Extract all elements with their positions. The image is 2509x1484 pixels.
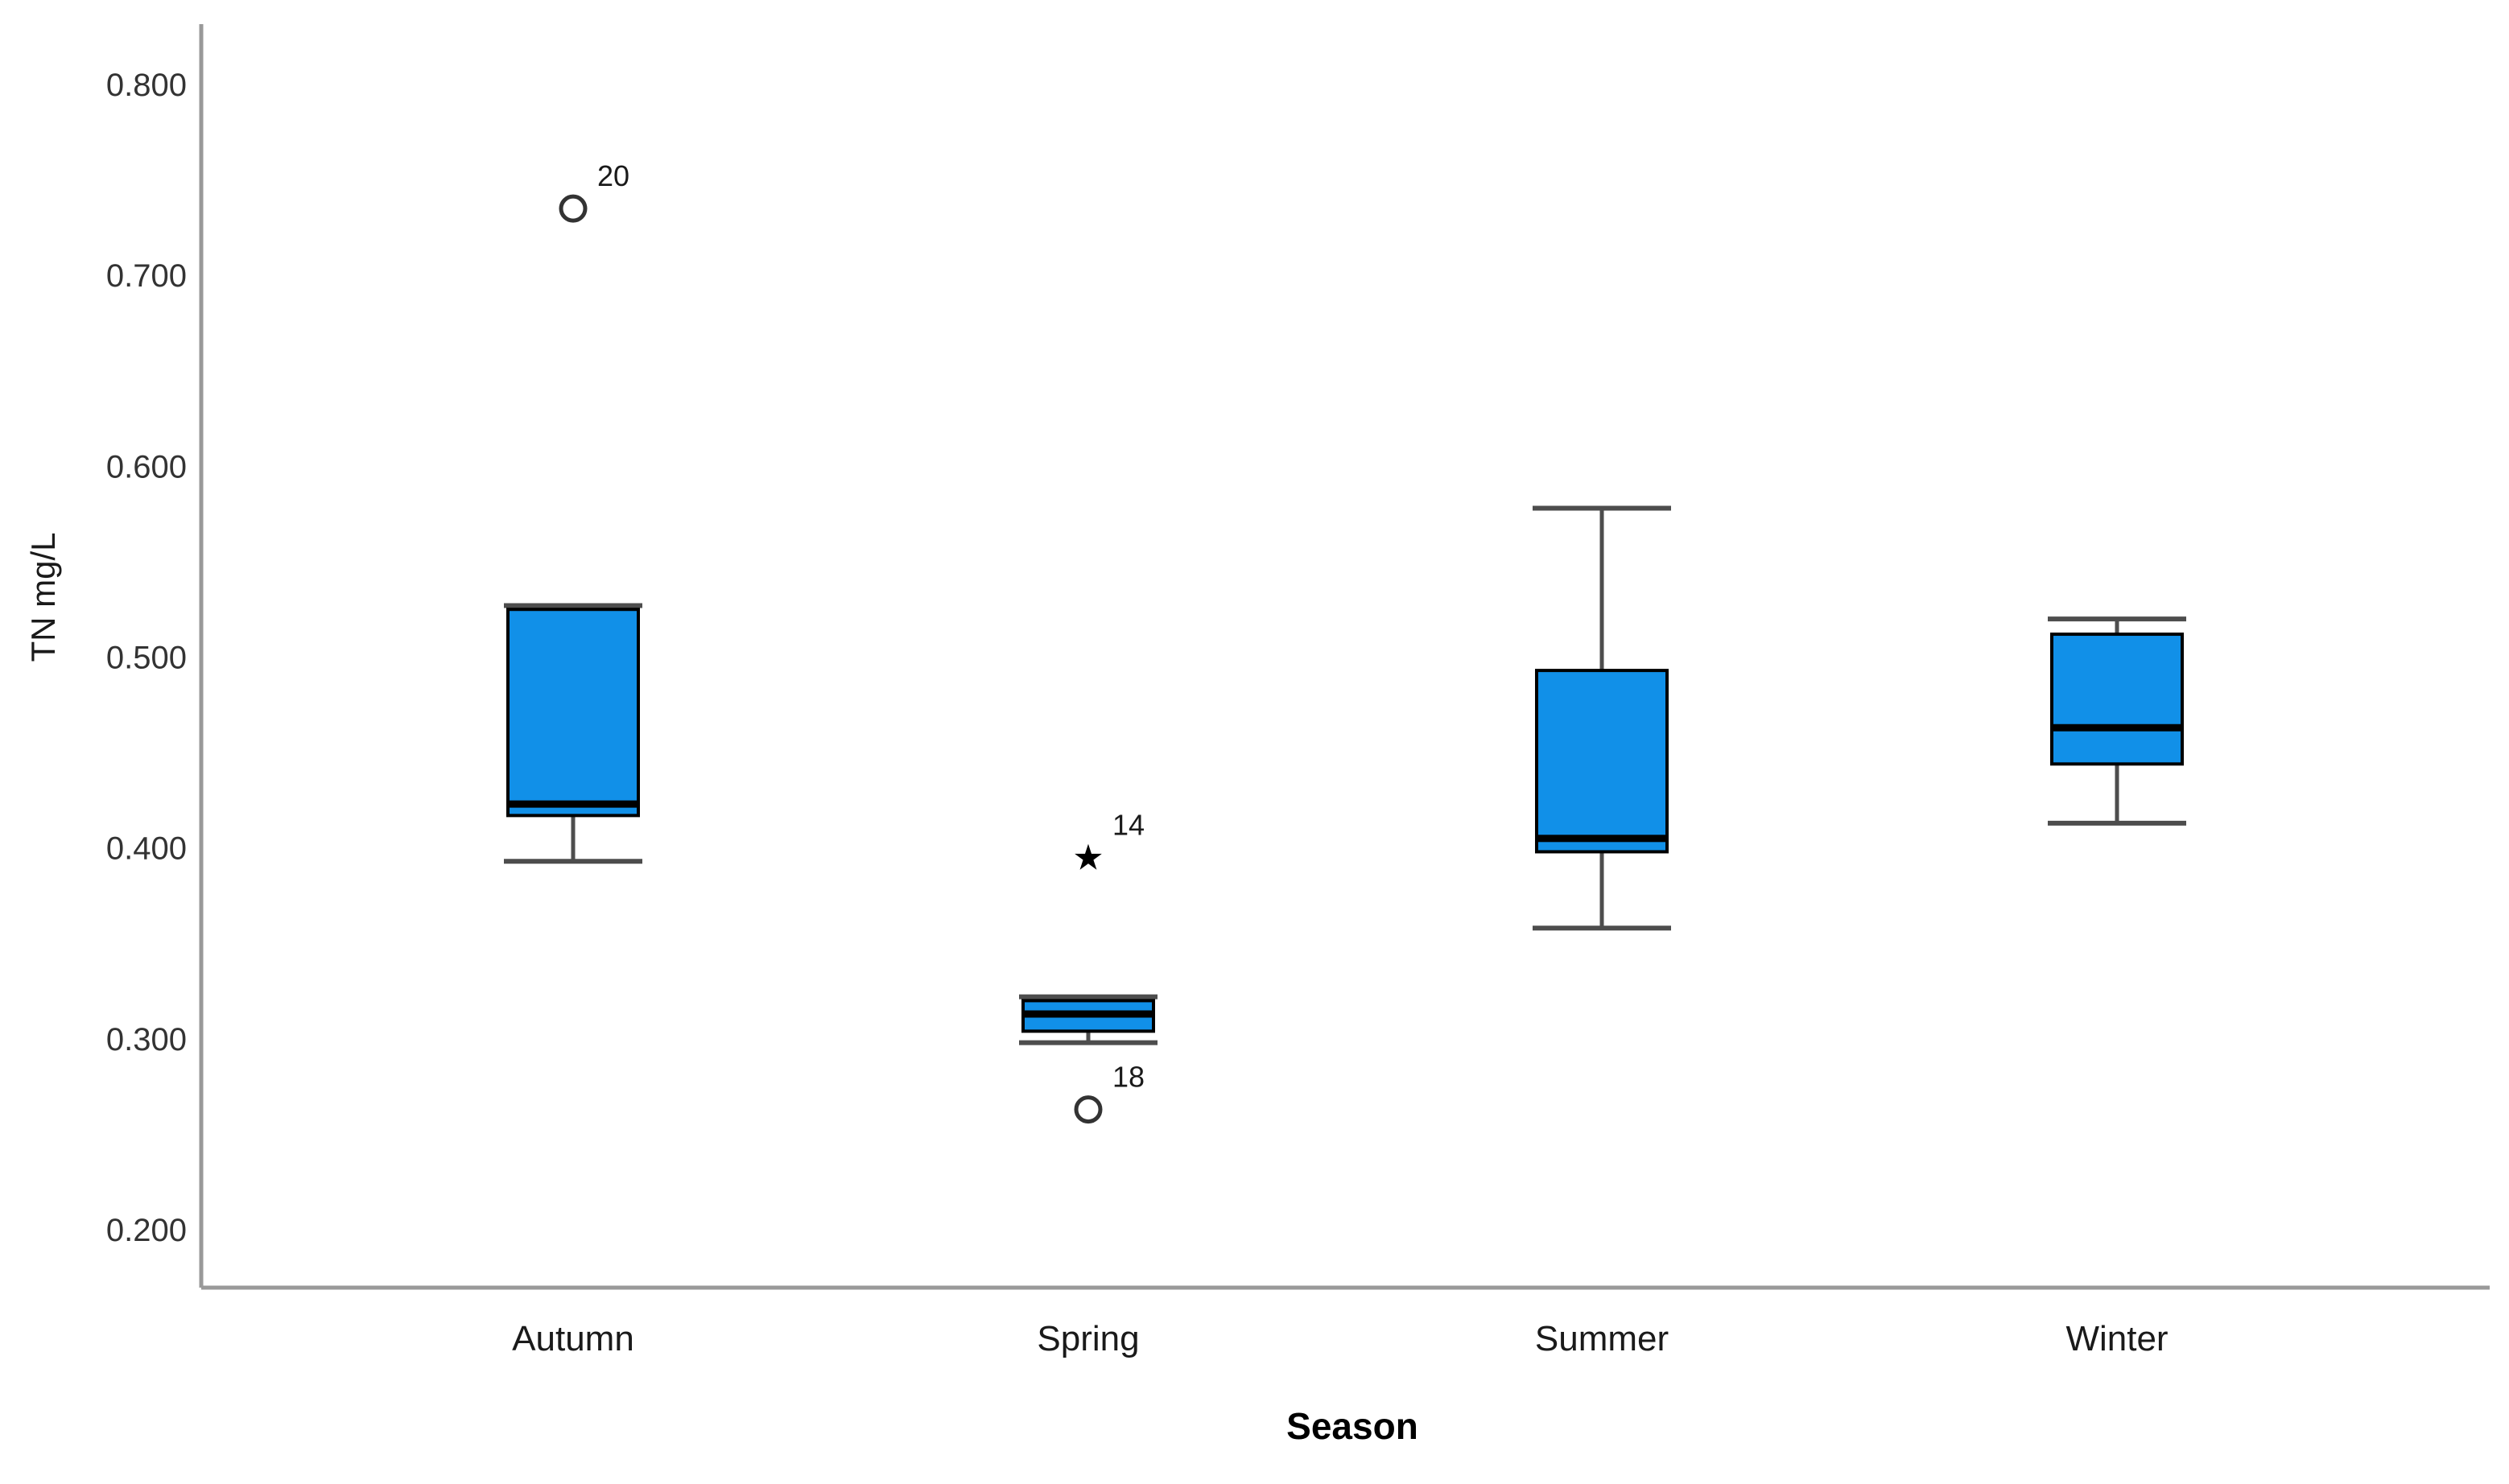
median-Spring xyxy=(1023,1010,1153,1018)
outlier-label-18: 18 xyxy=(1112,1061,1145,1094)
median-Summer xyxy=(1537,835,1667,843)
y-tick-label-0.600: 0.600 xyxy=(106,449,187,484)
y-axis-title: TN mg/L xyxy=(24,532,62,662)
box-group-Winter xyxy=(2048,616,2186,826)
box-Summer xyxy=(1535,669,1669,854)
outlier-label-14: 14 xyxy=(1112,809,1145,842)
y-tick-label-0.300: 0.300 xyxy=(106,1022,187,1057)
axes-layer xyxy=(199,24,2490,1290)
y-tick-label-0.700: 0.700 xyxy=(106,258,187,294)
box-Winter xyxy=(2050,633,2184,766)
outlier-circle-18 xyxy=(1074,1095,1103,1124)
outliers-layer: 20 ★14 18 xyxy=(559,159,1145,1124)
x-axis-title: Season xyxy=(1286,1405,1418,1447)
x-tick-label-Winter: Winter xyxy=(2065,1319,2168,1358)
boxes-layer xyxy=(504,505,2186,1045)
median-Winter xyxy=(2052,723,2182,732)
median-Autumn xyxy=(508,800,638,808)
outlier-star-14: ★ xyxy=(1072,839,1104,878)
y-tick-label-0.400: 0.400 xyxy=(106,831,187,867)
ticks-layer: 0.800 0.700 0.600 0.500 0.400 0.300 0.200 Autum… xyxy=(106,68,2169,1358)
x-tick-label-Autumn: Autumn xyxy=(512,1319,634,1358)
y-tick-label-0.200: 0.200 xyxy=(106,1213,187,1248)
y-tick-label-0.500: 0.500 xyxy=(106,641,187,676)
box-group-Summer xyxy=(1533,505,1671,931)
outlier-circle-20 xyxy=(559,194,588,223)
x-tick-label-Spring: Spring xyxy=(1037,1319,1139,1358)
box-group-Autumn xyxy=(504,603,642,864)
box-Autumn xyxy=(506,608,640,818)
y-tick-label-0.800: 0.800 xyxy=(106,68,187,103)
outlier-label-20: 20 xyxy=(597,159,629,192)
box-group-Spring xyxy=(1019,994,1158,1045)
x-tick-label-Summer: Summer xyxy=(1535,1319,1669,1358)
